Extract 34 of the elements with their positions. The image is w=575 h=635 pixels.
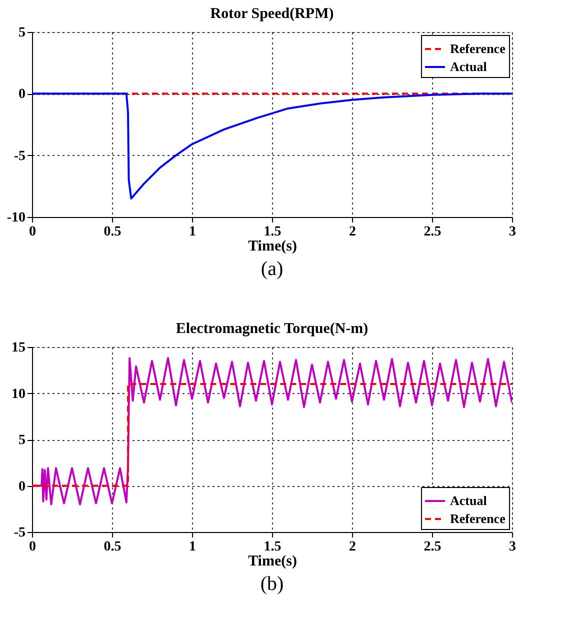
x-tick-label: 3 xyxy=(509,540,516,554)
x-tick-label: 1.5 xyxy=(264,224,282,240)
line-series xyxy=(32,92,512,200)
x-tick-label: 2 xyxy=(349,540,356,554)
y-tick-label: 0 xyxy=(18,87,26,102)
chart-title: Electromagnetic Torque(N-m) xyxy=(176,321,368,337)
x-tick-label: 2.5 xyxy=(424,224,442,240)
y-tick-label: 0 xyxy=(18,479,26,494)
x-tick-label: 1.5 xyxy=(264,540,282,554)
x-axis-title: Time(s) xyxy=(248,238,297,254)
legend-label: Actual xyxy=(450,493,488,508)
y-tick-label: -10 xyxy=(6,210,26,226)
y-tick-label: 15 xyxy=(12,340,26,356)
legend-label: Reference xyxy=(450,41,506,56)
y-tick-label: 10 xyxy=(12,386,26,402)
x-tick-label: 0 xyxy=(29,224,36,240)
y-tick-label: 5 xyxy=(18,26,26,40)
x-axis-title: Time(s) xyxy=(248,554,297,570)
x-tick-label: 2.5 xyxy=(424,540,442,554)
x-tick-label: 0.5 xyxy=(104,540,122,554)
x-tick-label: 0 xyxy=(29,540,36,554)
text: (a) xyxy=(260,258,284,280)
x-tick-label: 1 xyxy=(189,224,196,240)
x-tick-label: 0.5 xyxy=(104,224,122,240)
x-tick-label: 3 xyxy=(509,224,516,240)
text: (b) xyxy=(260,573,284,595)
chart-title: Rotor Speed(RPM) xyxy=(210,6,334,22)
x-tick-label: 1 xyxy=(189,540,196,554)
legend-label: Actual xyxy=(450,59,488,74)
legend-label: Reference xyxy=(450,511,506,526)
y-tick-label: 5 xyxy=(18,433,26,448)
y-tick-label: -5 xyxy=(14,526,26,540)
x-tick-label: 2 xyxy=(349,224,356,240)
y-tick-label: -5 xyxy=(14,148,26,164)
